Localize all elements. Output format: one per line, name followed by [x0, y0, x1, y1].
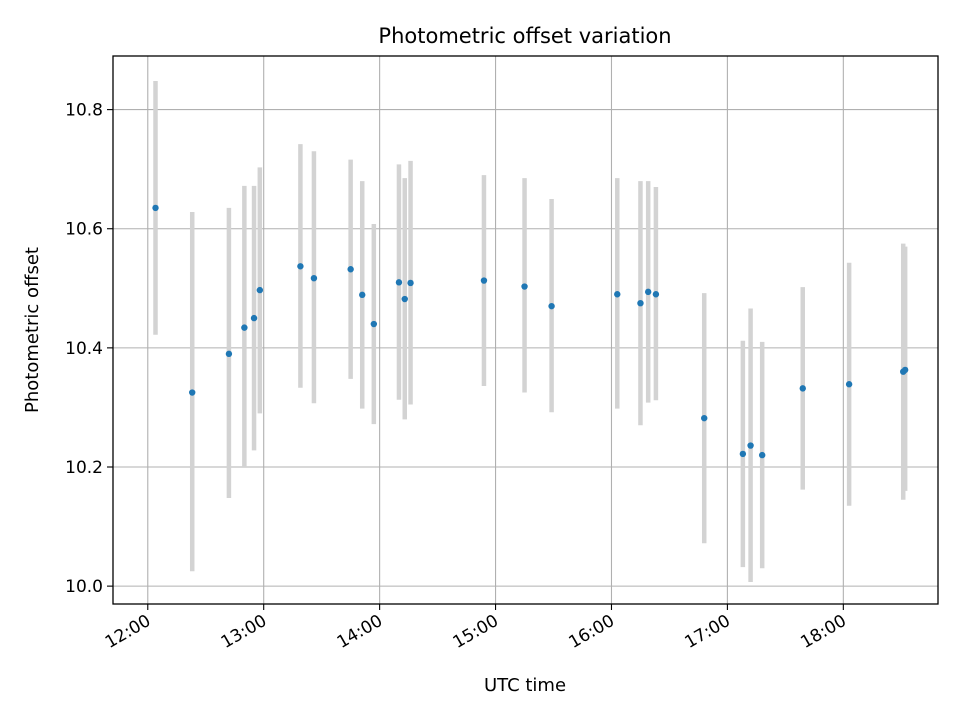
data-point	[241, 324, 248, 331]
data-point	[189, 389, 196, 396]
x-axis-label: UTC time	[484, 675, 566, 696]
data-point	[395, 279, 403, 286]
data-point	[701, 414, 708, 422]
data-point	[799, 385, 806, 392]
data-point	[347, 266, 354, 273]
data-point	[480, 277, 488, 284]
y-tick-label: 10.6	[65, 220, 103, 240]
data-point	[225, 350, 233, 358]
data-point	[310, 274, 318, 282]
y-tick-label: 10.8	[65, 101, 103, 121]
data-point	[901, 366, 909, 374]
data-point	[359, 291, 366, 299]
data-point	[747, 442, 754, 449]
data-point	[152, 204, 159, 212]
y-tick-label: 10.2	[65, 458, 103, 478]
data-point	[297, 263, 304, 270]
data-point	[407, 279, 414, 287]
data-point	[548, 302, 555, 310]
data-point	[652, 291, 660, 298]
data-point	[758, 451, 766, 459]
data-point	[644, 288, 652, 296]
plot-frame	[112, 55, 939, 605]
data-point	[370, 320, 378, 328]
data-point	[401, 295, 408, 303]
chart-title: Photometric offset variation	[378, 24, 671, 48]
data-point	[739, 450, 747, 458]
data-point	[521, 283, 528, 290]
y-tick-label: 10.4	[65, 339, 103, 359]
data-point	[250, 314, 258, 322]
data-point	[614, 291, 621, 298]
y-axis-ticks: 10.0 10.2 10.4 10.6 10.8	[65, 101, 113, 597]
data-points	[152, 204, 909, 459]
y-tick-label: 10.0	[65, 577, 103, 597]
data-point	[845, 381, 853, 388]
data-point	[637, 299, 644, 307]
y-axis-label: Photometric offset	[22, 247, 43, 413]
data-point	[256, 286, 264, 294]
